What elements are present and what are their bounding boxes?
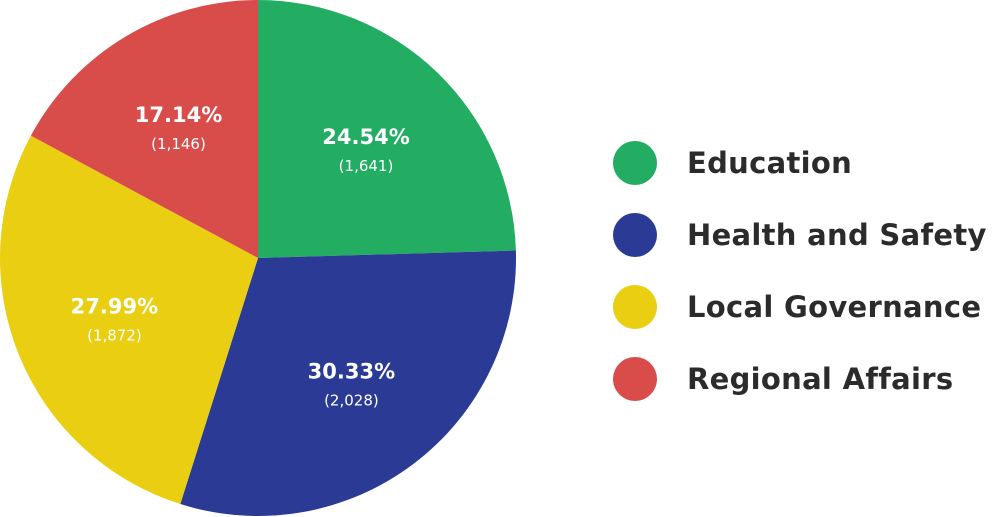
pie-slice-health-and-safety [180,250,516,517]
slice-count-label: (1,146) [151,135,206,153]
legend-swatch-health-and-safety [613,213,657,257]
slice-count-label: (2,028) [324,392,379,410]
legend-label-health-and-safety: Health and Safety [687,218,987,252]
legend-label-regional-affairs: Regional Affairs [687,362,954,396]
slice-percent-label: 17.14% [135,103,222,127]
pie-slice-education [258,0,516,258]
slice-count-label: (1,641) [339,157,394,175]
legend-swatch-regional-affairs [613,357,657,401]
legend-item-regional-affairs: Regional Affairs [613,343,987,415]
legend-swatch-local-governance [613,285,657,329]
legend-item-local-governance: Local Governance [613,271,987,343]
pie-slice-regional-affairs [30,0,258,258]
legend-label-local-governance: Local Governance [687,290,982,324]
pie-slice-local-governance [0,135,259,505]
legend-label-education: Education [687,146,853,180]
legend-item-education: Education [613,127,987,199]
slice-percent-label: 30.33% [308,360,395,384]
legend: Education Health and Safety Local Govern… [613,127,987,415]
legend-swatch-education [613,141,657,185]
slice-percent-label: 27.99% [71,294,158,318]
legend-item-health-and-safety: Health and Safety [613,199,987,271]
slice-count-label: (1,872) [87,326,142,344]
slice-labels: 24.54% (1,641) 30.33% (2,028) 27.99% (1,872) 1… [71,103,410,410]
slice-percent-label: 24.54% [322,125,409,149]
pie-slices [0,0,516,517]
